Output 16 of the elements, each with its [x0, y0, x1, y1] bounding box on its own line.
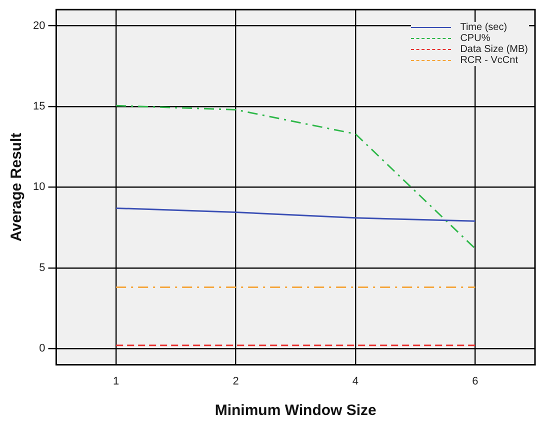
- legend-label: RCR - VcCnt: [459, 54, 519, 66]
- y-tick-label: 0: [39, 342, 46, 355]
- y-tick-label: 5: [39, 262, 46, 274]
- y-tick-label: 15: [32, 100, 46, 113]
- x-tick-label: 2: [232, 375, 239, 388]
- line-series: [115, 104, 476, 250]
- legend-label: Data Size (MB): [459, 44, 529, 55]
- legend-label: CPU%: [459, 32, 492, 44]
- y-tick-label: 10: [32, 181, 46, 194]
- y-tick-label: 20: [32, 20, 46, 32]
- y-axis-title: Average Result: [8, 132, 26, 242]
- x-tick-label: 1: [113, 375, 120, 388]
- x-axis-title: Minimum Window Size: [214, 402, 376, 420]
- legend-label: Time (sec): [459, 22, 508, 33]
- x-tick-label: 6: [472, 375, 478, 388]
- x-tick-label: 4: [352, 375, 359, 388]
